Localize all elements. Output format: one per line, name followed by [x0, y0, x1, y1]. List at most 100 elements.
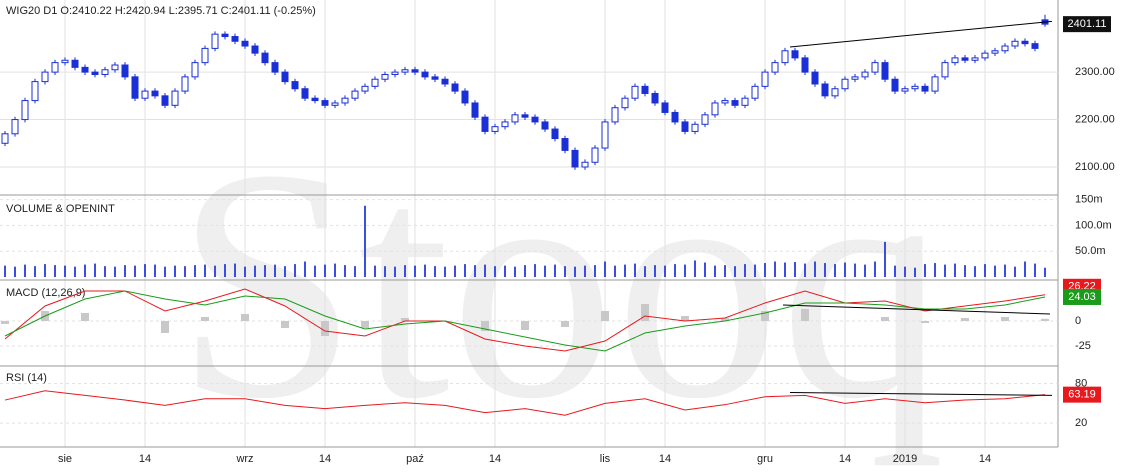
volume-bar: [44, 264, 46, 277]
x-tick-label: 14: [979, 453, 991, 465]
candle-body: [811, 71, 819, 85]
histogram-bar: [721, 318, 729, 321]
volume-bar: [284, 266, 286, 277]
candle-body: [31, 81, 39, 102]
candle-body: [701, 114, 709, 125]
candle-body: [931, 76, 939, 92]
candle-body: [71, 59, 79, 68]
volume-bar: [724, 265, 726, 277]
x-tick-label: paź: [406, 453, 424, 465]
volume-bar: [904, 266, 906, 277]
volume-bar: [154, 264, 156, 277]
candle-body: [641, 85, 649, 94]
volume-bar: [844, 262, 846, 277]
candle-body: [671, 111, 679, 123]
candle-body: [651, 92, 659, 104]
x-tick-label: 14: [659, 453, 671, 465]
candle-body: [721, 100, 729, 104]
histogram-bar: [1, 321, 9, 324]
volume-bar: [464, 264, 466, 277]
indicator-line: [4, 390, 1046, 416]
candle-body: [111, 64, 119, 71]
histogram-bar: [361, 321, 369, 328]
volume-bar: [784, 262, 786, 277]
volume-bar: [474, 265, 476, 277]
candle-body: [281, 71, 289, 83]
candle-body: [471, 102, 479, 118]
candle-body: [761, 71, 769, 87]
value-box: [1063, 288, 1101, 305]
candle-body: [521, 114, 529, 118]
volume-bar: [714, 265, 716, 277]
volume-bar: [884, 241, 886, 277]
volume-bar: [374, 265, 376, 277]
candle-body: [821, 83, 829, 97]
histogram-bar: [521, 321, 529, 330]
volume-bar: [144, 264, 146, 277]
chart-title: WIG20 D1 O:2410.22 H:2420.94 L:2395.71 C…: [6, 5, 316, 17]
volume-bar: [354, 266, 356, 277]
volume-bar: [654, 265, 656, 277]
volume-bar: [794, 262, 796, 277]
volume-bar: [924, 264, 926, 277]
volume-bar: [194, 265, 196, 277]
volume-bar: [4, 265, 6, 277]
volume-bar: [634, 263, 636, 277]
candle-body: [791, 50, 799, 59]
candle-body: [1021, 40, 1029, 45]
candle-body: [421, 71, 429, 78]
candle-body: [481, 116, 489, 132]
candle-body: [871, 62, 879, 73]
volume-bar: [334, 263, 336, 277]
candle-body: [131, 76, 139, 99]
histogram-bar: [601, 311, 609, 321]
candle-body: [41, 71, 49, 83]
volume-bar: [534, 264, 536, 277]
volume-bar: [504, 265, 506, 277]
volume-bar: [294, 264, 296, 277]
candle-body: [951, 57, 959, 64]
volume-bar: [514, 266, 516, 277]
volume-bar: [704, 262, 706, 277]
candle-body: [781, 50, 789, 64]
panel-label: MACD (12,26,9): [6, 287, 85, 299]
candle-body: [771, 62, 779, 73]
volume-bar: [934, 263, 936, 277]
y-tick-label: 50.0m: [1075, 245, 1106, 257]
indicator-line: [4, 290, 1046, 352]
candle-body: [401, 69, 409, 73]
candle-body: [541, 121, 549, 130]
volume-bar: [204, 264, 206, 277]
x-tick-label: 2019: [893, 453, 917, 465]
candle-body: [171, 90, 179, 106]
candle-body: [961, 57, 969, 61]
candle-body: [581, 161, 589, 168]
candle-body: [551, 128, 559, 140]
candle-body: [411, 69, 419, 73]
candle-body: [851, 76, 859, 80]
volume-bar: [1014, 266, 1016, 277]
volume-bar: [304, 261, 306, 277]
volume-bar: [764, 263, 766, 277]
volume-bar: [554, 264, 556, 277]
volume-bar: [174, 265, 176, 277]
volume-bar: [164, 266, 166, 277]
candle-body: [301, 88, 309, 99]
candle-body: [151, 90, 159, 97]
value-box: [1063, 386, 1101, 403]
candle-body: [621, 97, 629, 109]
histogram-bar: [401, 318, 409, 321]
panel-label: VOLUME & OPENINT: [6, 203, 115, 215]
volume-bar: [264, 265, 266, 277]
candle-body: [1031, 43, 1039, 49]
candle-body: [861, 71, 869, 78]
volume-bar: [824, 263, 826, 277]
candle-body: [681, 121, 689, 132]
volume-bar: [1004, 264, 1006, 277]
x-tick-label: lis: [600, 453, 611, 465]
candle-body: [451, 83, 459, 92]
volume-bar: [974, 266, 976, 277]
volume-bar: [594, 265, 596, 277]
volume-bar: [184, 266, 186, 277]
volume-bar: [854, 263, 856, 277]
